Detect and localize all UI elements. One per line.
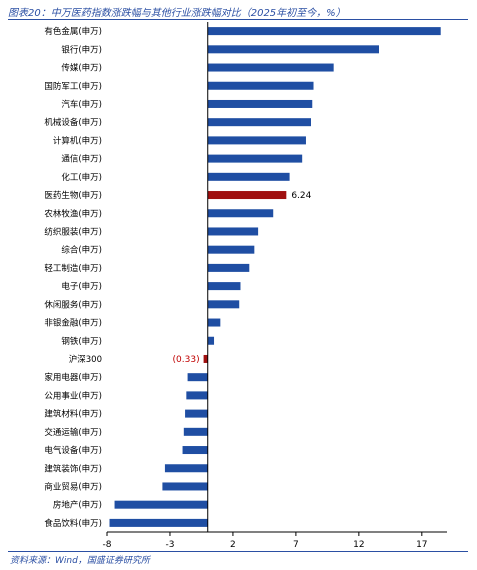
category-label: 汽车(申万): [61, 99, 102, 110]
category-label: 电子(申万): [61, 281, 102, 292]
bar-item-18: [203, 354, 208, 363]
bar-item-13: [207, 263, 250, 272]
category-label: 农林牧渔(申万): [44, 208, 102, 219]
bar-item-21: [185, 409, 208, 418]
category-label: 非银金融(申万): [44, 318, 102, 329]
bar-item-11: [207, 227, 259, 236]
category-labels-group: 有色金属(申万) 银行(申万) 传媒(申万) 国防军工(申万) 汽车(申万) 机械设备(申…: [44, 26, 102, 529]
category-label: 商业贸易(申万): [44, 481, 102, 492]
category-label: 纺织服装(申万): [44, 226, 102, 237]
category-label: 医药生物(申万): [44, 190, 102, 201]
bar-item-27: [109, 518, 208, 527]
bar-item-23: [182, 446, 208, 455]
title-rule: [8, 19, 468, 20]
category-label: 综合(申万): [61, 245, 102, 256]
bar-item-25: [162, 482, 208, 491]
bar-item-9: [207, 191, 287, 200]
category-label: 房地产(申万): [53, 500, 102, 511]
bar-item-6: [207, 136, 306, 145]
bar-item-3: [207, 81, 314, 90]
bar-item-24: [164, 464, 208, 473]
category-label: 休闲服务(申万): [44, 299, 102, 310]
bar-item-8: [207, 172, 290, 181]
bar-item-19: [187, 373, 208, 382]
category-label: 计算机(申万): [53, 135, 102, 146]
bar-item-10: [207, 209, 274, 218]
category-label: 银行(申万): [61, 44, 102, 55]
x-tick-label: 12: [353, 540, 364, 550]
category-label: 食品饮料(申万): [44, 518, 102, 529]
category-label: 国防军工(申万): [44, 81, 102, 92]
category-label: 交通运输(申万): [44, 427, 102, 438]
bar-item-16: [207, 318, 221, 327]
bar-item-12: [207, 245, 255, 254]
source-rule: [8, 551, 468, 552]
category-label: 机械设备(申万): [44, 117, 102, 128]
bar-item-0: [207, 27, 441, 36]
bar-item-1: [207, 45, 379, 54]
x-tick-label: 17: [416, 540, 427, 550]
bar-item-2: [207, 63, 334, 72]
category-label: 轻工制造(申万): [44, 263, 102, 274]
bar-item-26: [114, 500, 208, 509]
category-label: 钢铁(申万): [61, 336, 102, 347]
data-label: 6.24: [291, 191, 311, 201]
bar-item-17: [207, 336, 215, 345]
category-label: 通信(申万): [61, 154, 102, 165]
x-ticks-group: -8 -3 2 7 12 17: [103, 532, 428, 550]
data-label: (0.33): [173, 355, 200, 365]
bar-item-20: [186, 391, 208, 400]
category-label: 建筑装饰(申万): [44, 463, 102, 474]
x-tick-label: -3: [165, 540, 174, 550]
x-tick-label: 2: [230, 540, 236, 550]
bar-item-15: [207, 300, 240, 309]
category-label: 电气设备(申万): [44, 445, 102, 456]
category-label: 建筑材料(申万): [44, 409, 102, 420]
bar-item-22: [183, 427, 208, 436]
source-note: 资料来源：Wind，国盛证券研究所: [10, 556, 150, 566]
bar-item-14: [207, 282, 241, 291]
category-label: 沪深300: [69, 354, 102, 365]
category-label: 公用事业(申万): [44, 390, 102, 401]
x-tick-label: -8: [103, 540, 112, 550]
bar-item-7: [207, 154, 303, 163]
category-label: 传媒(申万): [61, 63, 102, 74]
bars-group: [109, 27, 441, 527]
x-tick-label: 7: [293, 540, 299, 550]
category-label: 化工(申万): [61, 172, 102, 183]
bar-item-5: [207, 118, 311, 127]
category-label: 家用电器(申万): [44, 372, 102, 383]
bar-item-4: [207, 99, 313, 108]
figure-title: 图表20：中万医药指数涨跌幅与其他行业涨跌幅对比（2025年初至今，%）: [8, 8, 346, 19]
axes-group: [107, 22, 447, 533]
data-labels-group: 6.24 (0.33): [173, 191, 312, 365]
category-label: 有色金属(申万): [44, 26, 102, 37]
